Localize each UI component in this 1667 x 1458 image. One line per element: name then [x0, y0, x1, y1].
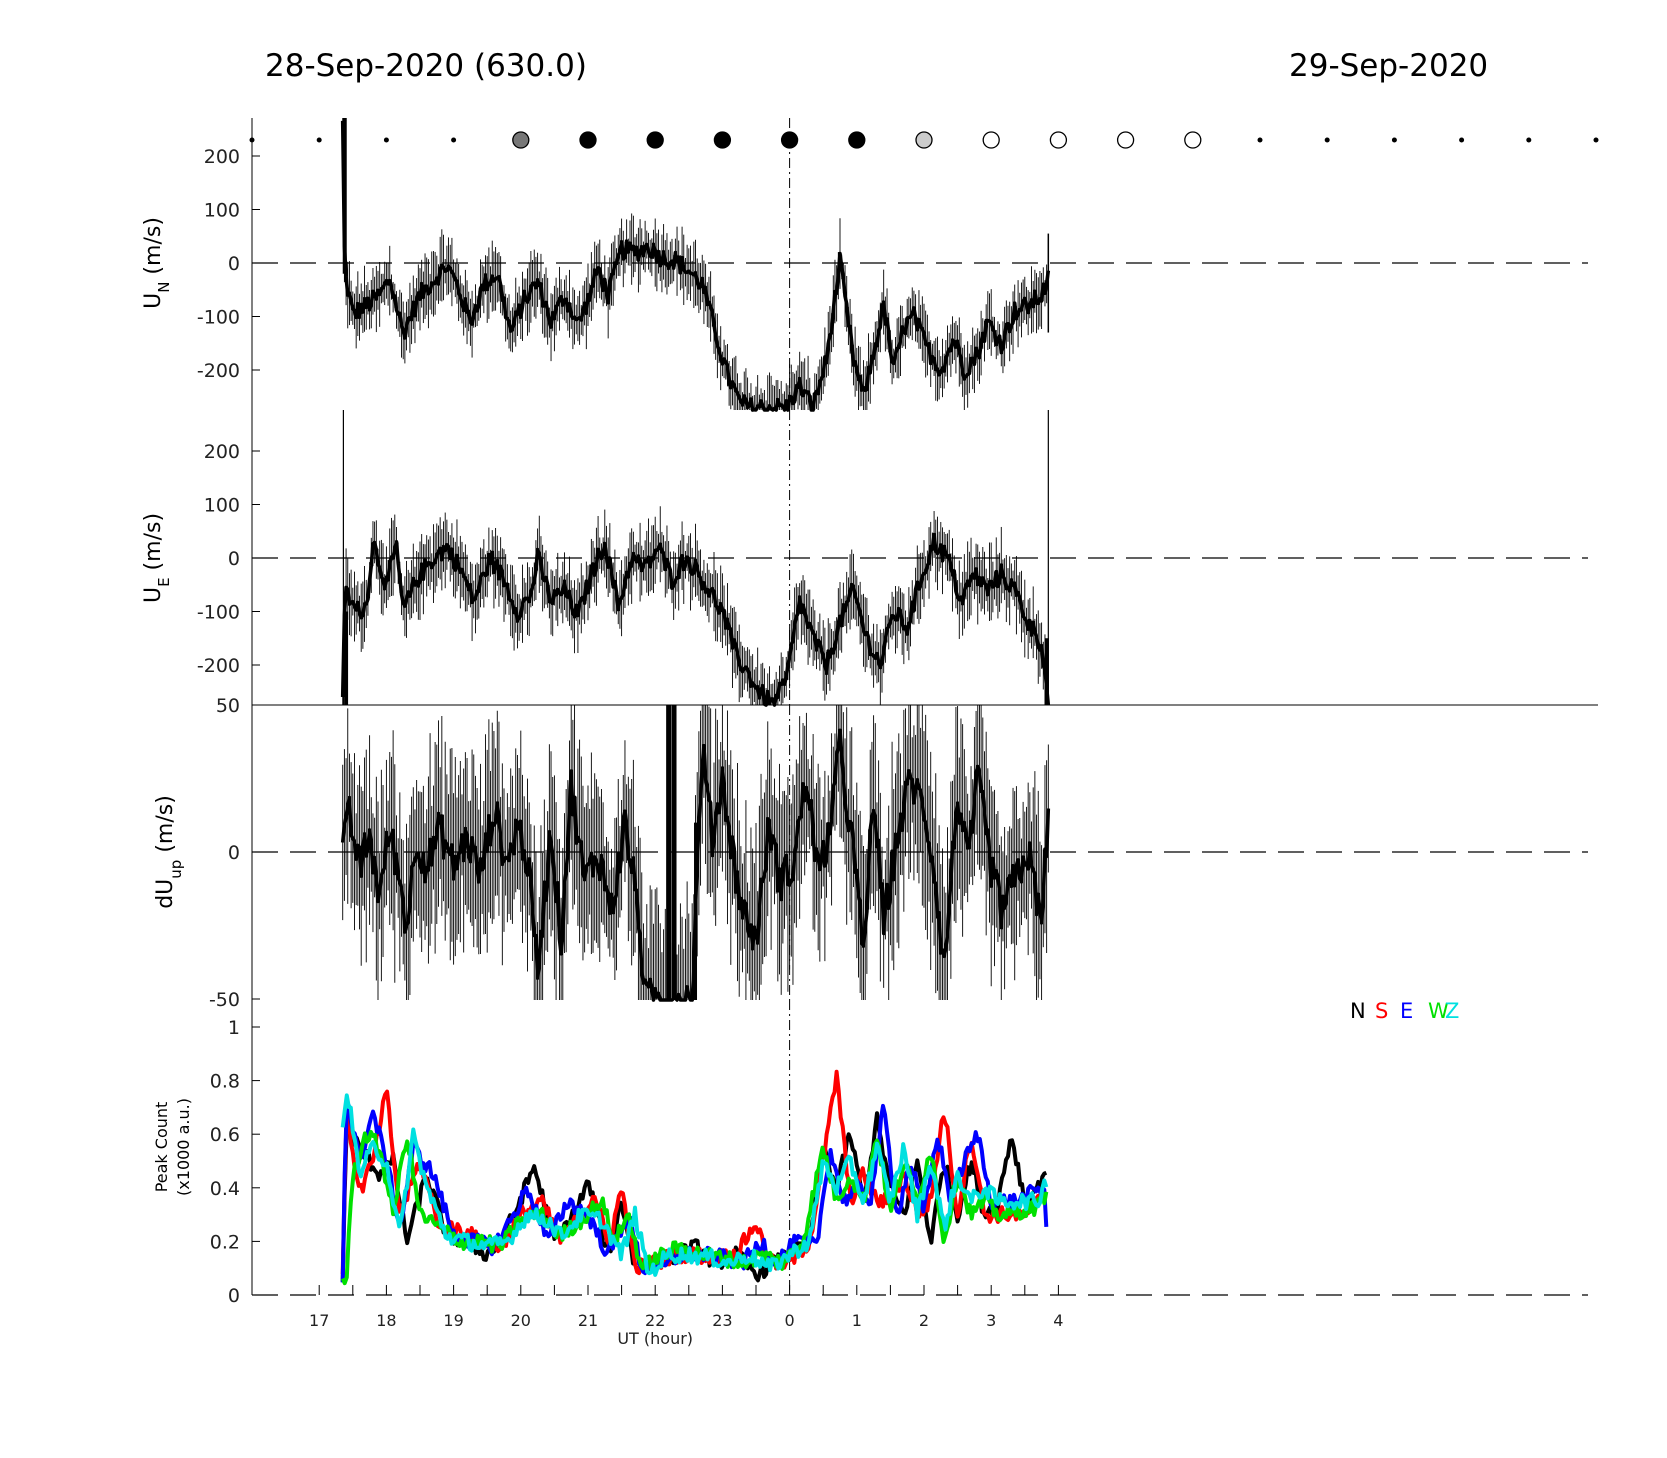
top-marker-dot: [383, 137, 389, 143]
legend-entry-Z: Z: [1445, 999, 1459, 1023]
top-marker-circle: [646, 131, 664, 149]
y-tick-label: -200: [197, 360, 240, 382]
y-label-main: U: [141, 587, 166, 603]
y-tick-label: 0.4: [210, 1178, 240, 1200]
top-marker-dot: [1526, 137, 1532, 143]
x-tick-label: 20: [511, 1311, 531, 1330]
top-marker-dot: [316, 137, 322, 143]
y-axis-label-text: dUup (m/s): [153, 795, 185, 909]
y-tick-label: 200: [204, 146, 240, 168]
x-tick-label: 22: [645, 1311, 665, 1330]
y-axis-label: UN (m/s): [141, 217, 173, 309]
series-line: [340, 120, 1051, 412]
top-marker-dot: [1324, 137, 1330, 143]
x-tick-label: 0: [785, 1311, 795, 1330]
top-marker-circle: [512, 131, 530, 149]
series-line: [340, 532, 1051, 707]
y-axis-label-peak: Peak Count (x1000 a.u.): [152, 1098, 193, 1196]
x-axis-label: UT (hour): [617, 1329, 693, 1348]
y-tick-label: -100: [197, 602, 240, 624]
y-tick-label: 1: [228, 1017, 240, 1039]
y-axis-label-text: UN (m/s): [141, 217, 173, 309]
y-label-peak-line1: Peak Count: [152, 1102, 171, 1193]
top-marker-dot: [451, 137, 457, 143]
x-tick-label: 19: [443, 1311, 463, 1330]
legend-entry-E: E: [1400, 999, 1413, 1023]
top-marker-circle: [1049, 131, 1068, 149]
y-tick-label: 0.2: [210, 1231, 240, 1253]
x-tick-label: 17: [309, 1311, 329, 1330]
y-tick-label: 0: [228, 1285, 240, 1307]
top-marker-circle: [915, 131, 933, 149]
legend-entry-N: N: [1350, 999, 1366, 1023]
y-tick-label: 0.6: [210, 1124, 240, 1146]
y-label-peak-line2: (x1000 a.u.): [174, 1098, 193, 1196]
top-marker-circle: [1184, 131, 1202, 149]
y-axis-label: dUup (m/s): [153, 795, 185, 909]
top-marker-dot: [249, 137, 255, 143]
y-tick-label: 0: [228, 842, 240, 864]
y-label-sub: up: [167, 860, 185, 879]
title-right: 29-Sep-2020: [1289, 48, 1488, 84]
y-label-sub: E: [155, 577, 173, 586]
y-tick-label: 0.8: [210, 1071, 240, 1093]
top-marker-circle: [579, 131, 597, 149]
text-layer: 2001000-100-2002001000-100-200500-5010.8…: [141, 146, 1459, 1348]
y-tick-label: -50: [209, 989, 240, 1011]
x-tick-label: 4: [1053, 1311, 1063, 1330]
top-marker-dot: [1593, 137, 1599, 143]
y-label-main: U: [141, 293, 166, 309]
top-marker-circle: [713, 131, 732, 149]
y-label-unit: (m/s): [153, 795, 178, 859]
y-tick-label: 100: [204, 200, 240, 222]
x-tick-label: 21: [578, 1311, 598, 1330]
y-axis-label-text: UE (m/s): [141, 513, 173, 603]
y-label-main: dU: [153, 879, 178, 909]
y-tick-label: 100: [204, 495, 240, 517]
y-axis-label: UE (m/s): [141, 513, 173, 603]
x-tick-label: 1: [852, 1311, 862, 1330]
axes-layer: [251, 118, 1598, 1296]
y-tick-label: 0: [228, 548, 240, 570]
y-tick-label: 200: [204, 441, 240, 463]
y-tick-label: 0: [228, 253, 240, 275]
y-label-sub: N: [155, 282, 173, 293]
top-marker-circle: [1116, 131, 1135, 149]
y-tick-label: 50: [216, 695, 240, 717]
title-left: 28-Sep-2020 (630.0): [265, 48, 587, 84]
top-marker-dot: [1257, 137, 1263, 143]
top-marker-dot: [1391, 137, 1397, 143]
x-tick-label: 2: [919, 1311, 929, 1330]
y-tick-label: -200: [197, 655, 240, 677]
data-layer: [249, 118, 1599, 1286]
legend-entry-S: S: [1375, 999, 1388, 1023]
top-marker-dot: [1459, 137, 1465, 143]
y-label-unit: (m/s): [141, 217, 166, 281]
top-marker-circle: [848, 131, 866, 149]
x-tick-label: 3: [986, 1311, 996, 1330]
legend-entry-W: W: [1428, 999, 1449, 1023]
x-tick-label: 23: [712, 1311, 732, 1330]
series-Z: [340, 1093, 1049, 1277]
x-tick-label: 18: [376, 1311, 396, 1330]
top-marker-circle: [982, 131, 1000, 149]
top-marker-circle: [780, 131, 799, 149]
y-label-unit: (m/s): [141, 513, 166, 577]
y-tick-label: -100: [197, 307, 240, 329]
